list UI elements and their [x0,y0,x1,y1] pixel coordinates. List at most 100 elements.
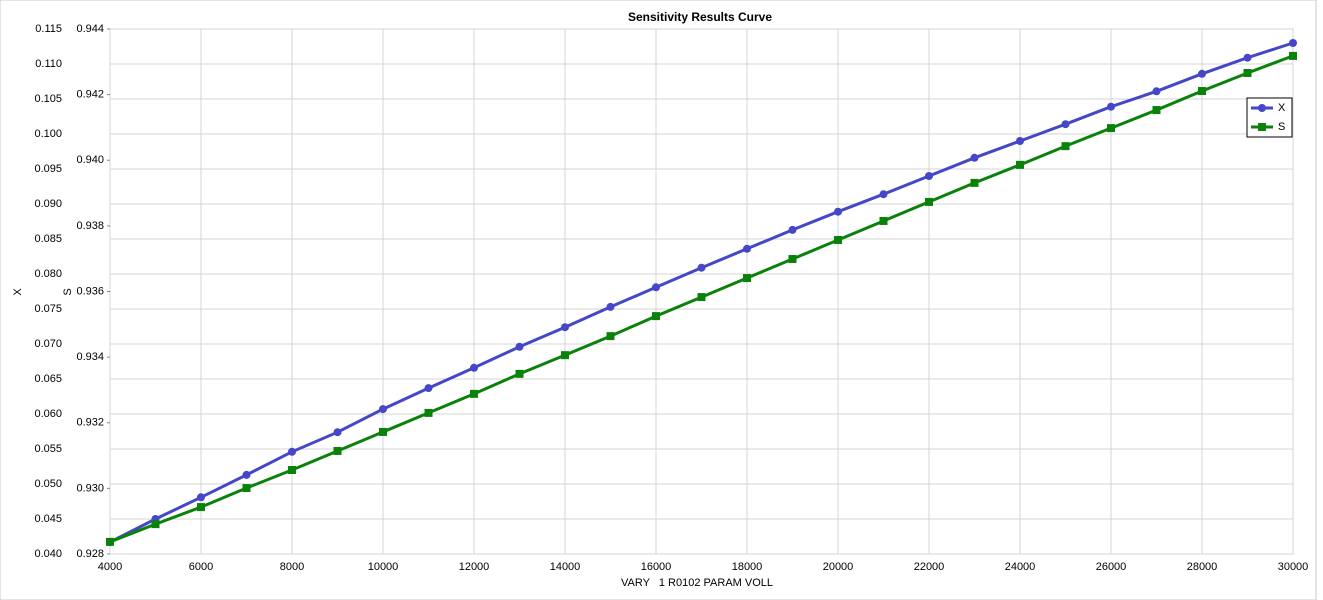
x-tick-label: 6000 [189,561,213,573]
marker [879,190,888,199]
x-tick-label: 18000 [732,561,763,573]
x-tick-label: 30000 [1278,561,1309,573]
marker [106,537,114,546]
marker [197,503,205,512]
legend-box [1246,97,1293,138]
y2-tick-label: 0.938 [76,220,104,232]
marker [970,178,979,187]
marker [561,351,569,360]
marker [424,384,433,393]
plot-area [109,28,1294,555]
x-tick-label: 8000 [280,561,304,573]
x-tick-label: 28000 [1187,561,1218,573]
marker [1061,120,1070,129]
y2-tick-label: 0.942 [76,89,104,101]
marker [470,389,478,398]
y-tick-label: 0.105 [34,93,62,105]
marker [1107,124,1115,133]
marker [834,235,842,244]
legend: XS [1246,97,1293,138]
marker [697,263,706,272]
y-tick-label: 0.070 [34,338,62,350]
marker [1016,160,1024,169]
x-tick-label: 10000 [368,561,399,573]
marker [561,323,569,332]
marker [606,332,615,341]
marker [788,255,797,264]
x-axis-label: VARY 1 R0102 PARAM VOLL [621,577,773,589]
x-tick-label: 16000 [641,561,672,573]
x-tick-label: 14000 [550,561,581,573]
y2-tick-label: 0.932 [76,417,104,429]
x-tick-label: 20000 [823,561,854,573]
y-tick-label: 0.085 [34,233,62,245]
x-tick-label: 22000 [914,561,945,573]
marker [515,342,524,351]
marker [424,408,433,417]
y2-tick-label: 0.928 [76,548,104,560]
marker [379,405,387,414]
y-tick-label: 0.040 [34,548,62,560]
marker [743,274,751,283]
y-tick-label: 0.090 [34,198,62,210]
y-tick-label: 0.045 [34,513,62,525]
marker [470,363,478,372]
marker [925,172,933,180]
y2-tick-label: 0.930 [76,482,104,494]
marker [242,470,251,479]
marker [288,447,296,456]
y2-tick-label: 0.934 [76,351,104,363]
marker [652,283,660,292]
marker [1258,104,1266,112]
marker [970,153,979,162]
y-tick-label: 0.115 [35,23,62,35]
chart-title: Sensitivity Results Curve [628,10,772,24]
y2-axis-label: S [62,288,74,295]
y-tick-label: 0.075 [34,303,62,315]
marker [1289,51,1297,60]
marker [1243,68,1252,77]
y-tick-label: 0.110 [35,58,62,70]
y-tick-label: 0.055 [34,443,62,455]
marker [1289,39,1297,47]
y-tick-label: 0.065 [34,373,62,385]
marker [1061,142,1070,151]
marker [1152,87,1161,96]
marker [1016,137,1024,145]
x-tick-label: 4000 [98,561,122,573]
legend-label: S [1278,121,1285,133]
y2-tick-label: 0.944 [76,23,104,35]
marker [834,207,842,216]
y-axis-label: X [12,288,24,296]
marker [1243,53,1252,62]
marker [242,484,251,493]
y-tick-label: 0.050 [34,478,62,490]
marker [743,244,751,253]
x-tick-label: 12000 [459,561,490,573]
y-tick-label: 0.080 [34,268,62,280]
y-tick-label: 0.100 [34,128,62,140]
marker [333,446,342,455]
marker [197,493,205,502]
x-tick-label: 26000 [1096,561,1127,573]
marker [333,428,342,437]
marker [652,312,660,321]
x-tick-label: 24000 [1005,561,1036,573]
marker [151,520,160,529]
marker [1198,87,1206,96]
y2-tick-label: 0.940 [76,154,104,166]
y-tick-label: 0.060 [34,408,62,420]
y2-tick-label: 0.936 [76,285,104,297]
marker [1258,123,1266,131]
marker [606,302,615,311]
marker [788,225,797,234]
marker [1107,102,1115,111]
marker [1198,69,1206,78]
y-tick-label: 0.095 [34,163,62,175]
marker [288,466,296,474]
marker [1152,106,1161,115]
marker [515,369,524,378]
marker [379,427,387,436]
